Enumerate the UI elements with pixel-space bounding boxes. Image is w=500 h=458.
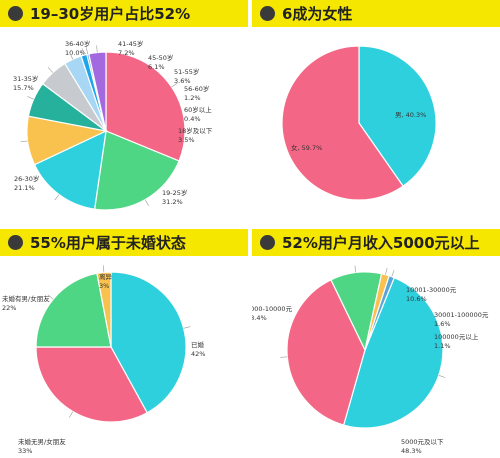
leader-line xyxy=(354,265,357,273)
slice-value-label: 1.1% xyxy=(434,342,451,350)
slice-category-label: 女, 59.7% xyxy=(291,143,322,152)
slice-category-label: 36-40岁 xyxy=(65,39,90,48)
slice-category-label: 31-35岁 xyxy=(13,74,38,83)
slice-category-label: 56-60岁 xyxy=(184,84,209,93)
slice-value-label: 31.2% xyxy=(162,198,183,206)
slice-value-label: 15.7% xyxy=(13,84,34,92)
marital-title-banner: 55%用户属于未婚状态 xyxy=(0,229,248,256)
age-title-banner: 19–30岁用户占比52% xyxy=(0,0,248,27)
slice-value-label: 33% xyxy=(18,447,32,455)
leader-line xyxy=(96,45,98,53)
bullet-icon xyxy=(8,235,23,250)
slice-value-label: 1.2% xyxy=(184,94,201,102)
slice-value-label: 3% xyxy=(99,282,109,290)
slice-value-label: 22% xyxy=(2,304,16,312)
leader-line xyxy=(280,356,288,358)
leader-line xyxy=(69,52,74,60)
age-panel: 19–30岁用户占比52% 19-25岁 31.2% 26-30岁 21.1% 31-3… xyxy=(0,0,248,229)
slice-value-label: 3.5% xyxy=(178,136,195,144)
slice-value-label: 42% xyxy=(191,350,205,358)
income-chart-title: 52%用户月收入5000元以上 xyxy=(282,234,480,252)
slice-category-label: 未婚有男/女朋友 xyxy=(2,294,50,303)
pie-slice xyxy=(96,271,112,348)
age-pie-chart: 19-25岁31.2%26-30岁21.1%31-35岁15.7%36-40岁1… xyxy=(13,39,213,211)
slice-category-label: 未婚无男/女朋友 xyxy=(18,437,66,446)
slice-category-label: 5000元及以下 xyxy=(401,438,444,446)
pie-slice xyxy=(364,275,396,351)
pie-slice xyxy=(35,346,148,423)
leader-line xyxy=(47,294,54,300)
slice-category-label: 100000元以上 xyxy=(434,332,479,341)
bullet-icon xyxy=(8,6,23,21)
pie-slice xyxy=(105,51,186,162)
slice-category-label: 已婚 xyxy=(191,340,205,349)
pie-slice xyxy=(35,272,112,348)
leader-line xyxy=(85,47,89,55)
leader-line xyxy=(144,199,149,206)
gender-panel: 6成为女性 男, 40.3% 女, 59.7% xyxy=(252,0,500,229)
slice-value-label: 3.6% xyxy=(174,77,191,85)
leader-line xyxy=(47,67,54,73)
leader-line xyxy=(391,269,395,277)
slice-category-label: 30001-100000元 xyxy=(434,311,489,319)
pie-slice xyxy=(281,45,404,201)
gender-title-banner: 6成为女性 xyxy=(252,0,500,27)
slice-value-label: 7.2% xyxy=(118,49,135,57)
slice-value-label: 10.6% xyxy=(406,295,427,303)
marital-chart-title: 55%用户属于未婚状态 xyxy=(30,234,186,252)
slice-value-label: 1.6% xyxy=(434,320,451,328)
leader-line xyxy=(171,82,178,88)
slice-category-label: 60岁以上 xyxy=(184,105,212,114)
slice-category-label: 19-25岁 xyxy=(162,188,187,197)
slice-category-label: 5000-10000元 xyxy=(252,305,293,313)
bullet-icon xyxy=(260,235,275,250)
leader-line xyxy=(81,48,85,56)
pie-slice xyxy=(33,129,107,210)
leader-line xyxy=(54,194,60,201)
slice-value-label: 10.0% xyxy=(65,49,86,57)
slice-value-label: 38.4% xyxy=(252,314,267,322)
gender-pie-chart: 男, 40.3% 女, 59.7% xyxy=(281,45,437,201)
income-title-banner: 52%用户月收入5000元以上 xyxy=(252,229,500,256)
bullet-icon xyxy=(260,6,275,21)
leader-line xyxy=(438,375,446,378)
slice-value-label: 6.1% xyxy=(148,63,165,71)
slice-category-label: 离异 xyxy=(99,272,113,281)
pie-slice xyxy=(93,130,180,211)
leader-line xyxy=(69,411,74,418)
slice-category-label: 男, 40.3% xyxy=(395,111,426,119)
slice-category-label: 18岁及以下 xyxy=(178,126,213,135)
pie-slice xyxy=(342,276,444,429)
gender-chart-title: 6成为女性 xyxy=(282,5,353,23)
slice-category-label: 45-50岁 xyxy=(148,53,173,62)
slice-category-label: 41-45岁 xyxy=(118,39,143,48)
slice-category-label: 10001-30000元 xyxy=(406,286,457,294)
leader-line xyxy=(27,96,34,100)
slice-value-label: 48.3% xyxy=(401,447,422,455)
pie-slice xyxy=(358,45,437,187)
slice-value-label: 21.1% xyxy=(14,184,35,192)
marital-panel: 55%用户属于未婚状态 已婚 42% 未婚无男/女朋友 33% 未婚有男/女朋友 22% 离… xyxy=(0,229,248,458)
slice-category-label: 51-55岁 xyxy=(174,67,199,76)
leader-line xyxy=(20,140,28,143)
leader-line xyxy=(103,265,105,273)
slice-value-label: 0.4% xyxy=(184,115,201,123)
leader-line xyxy=(183,326,191,329)
age-chart-title: 19–30岁用户占比52% xyxy=(30,5,191,23)
leader-line xyxy=(385,267,388,275)
slice-category-label: 26-30岁 xyxy=(14,174,39,183)
